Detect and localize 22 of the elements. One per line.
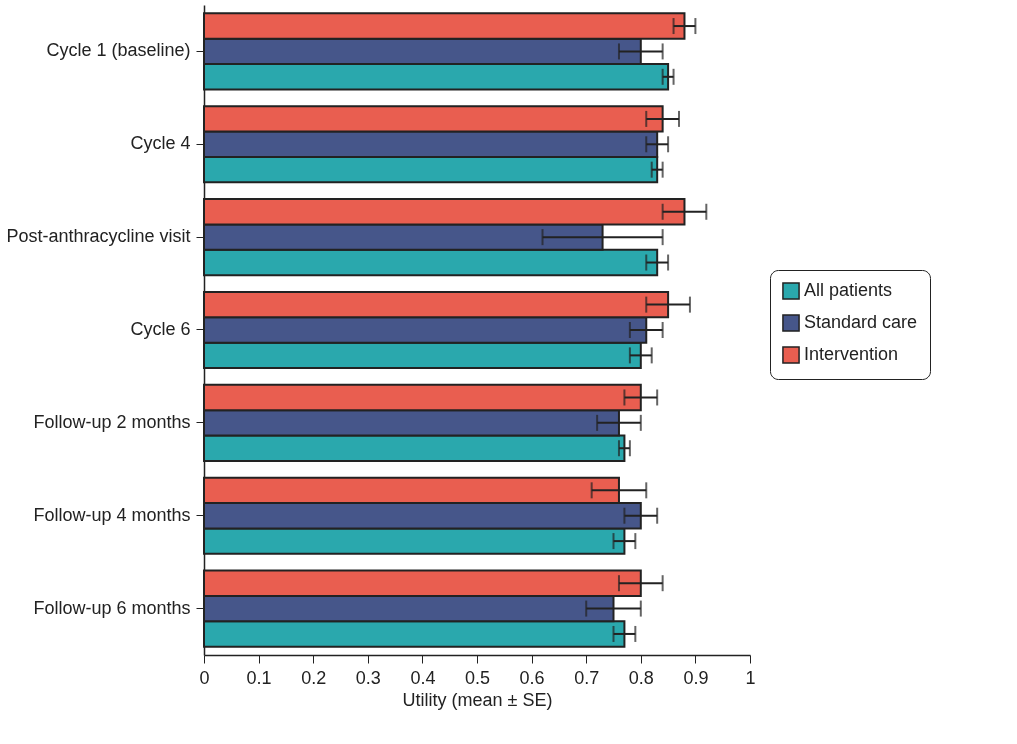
x-tick-label: 0.6 — [519, 667, 545, 688]
legend-label: Standard care — [804, 312, 918, 332]
x-axis-title: Utility (mean ± SE) — [402, 689, 553, 710]
y-tick-label: Follow-up 6 months — [33, 597, 191, 618]
x-tick-label: 0.8 — [628, 667, 654, 688]
y-tick-label: Follow-up 4 months — [33, 504, 191, 525]
legend-label: All patients — [804, 280, 893, 300]
y-tick-label: Follow-up 2 months — [33, 411, 191, 432]
y-tick-label: Cycle 4 — [130, 133, 191, 154]
y-tick-label: Cycle 1 (baseline) — [46, 40, 191, 61]
x-tick-label: 0.4 — [410, 667, 436, 688]
x-tick-label: 0.7 — [574, 667, 600, 688]
x-tick-label: 1 — [745, 667, 756, 688]
x-tick-label: 0.3 — [355, 667, 381, 688]
x-tick-label: 0.5 — [464, 667, 491, 688]
x-tick-label: 0 — [199, 667, 210, 688]
x-tick-label: 0.1 — [246, 667, 272, 688]
x-tick-label: 0.9 — [683, 667, 709, 688]
legend-label: Intervention — [804, 344, 899, 364]
y-tick-label: Cycle 6 — [130, 319, 191, 339]
x-tick-label: 0.2 — [301, 667, 327, 688]
y-tick-label: Post-anthracycline visit — [6, 226, 191, 247]
